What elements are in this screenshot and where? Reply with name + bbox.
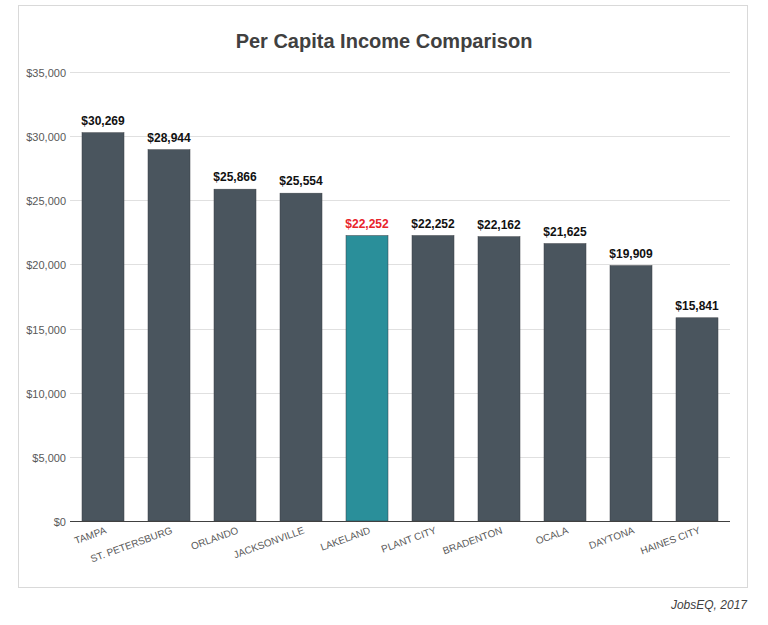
x-tick-label: DAYTONA [587,524,636,551]
x-tick-label: LAKELAND [319,525,372,553]
y-tick-label: $25,000 [26,195,66,207]
data-label: $30,269 [81,114,125,128]
chart-frame [19,6,748,588]
bar [478,237,520,521]
data-label: $22,252 [411,217,455,231]
y-tick-label: $20,000 [26,259,66,271]
x-tick-label: OCALA [534,524,570,546]
x-tick-label: HAINES CITY [639,524,702,556]
data-label: $25,554 [279,174,323,188]
data-label: $19,909 [609,247,653,261]
data-label: $28,944 [147,131,191,145]
bar [82,133,124,521]
grid-line [70,521,730,522]
title: Per Capita Income Comparison [236,30,533,52]
bar [346,236,388,521]
data-label: $25,866 [213,170,257,184]
bar [214,189,256,521]
grid-line [70,72,730,73]
chart: Per Capita Income Comparison $0 $5,000 $10,… [0,0,768,625]
source-note: JobsEQ, 2017 [670,598,748,612]
bar [148,150,190,521]
y-tick-label: $10,000 [26,388,66,400]
x-axis [70,521,730,522]
y-tick-label: $15,000 [26,324,66,336]
data-label: $22,162 [477,218,521,232]
data-label: $15,841 [675,299,719,313]
data-label: $22,252 [345,217,389,231]
x-tick-label: BRADENTON [441,525,504,557]
y-tick-label: $35,000 [26,67,66,79]
x-tick-label: ST. PETERSBURG [89,524,174,564]
y-tick-label: $0 [54,516,66,528]
bar [280,193,322,521]
bar [412,236,454,521]
x-tick-label: TAMPA [73,524,108,546]
y-tick-label: $5,000 [32,452,66,464]
bars [82,133,718,521]
y-tick-label: $30,000 [26,131,66,143]
bar [544,244,586,521]
x-tick-label: ORLANDO [189,524,239,551]
bar [610,266,652,521]
labels: $30,269 TAMPA $28,944 ST. PETERSBURG $25,866… [73,114,719,565]
bar [676,318,718,521]
x-tick-label: PLANT CITY [380,524,438,554]
x-tick-label: JACKSONVILLE [232,524,306,560]
data-label: $21,625 [543,225,587,239]
